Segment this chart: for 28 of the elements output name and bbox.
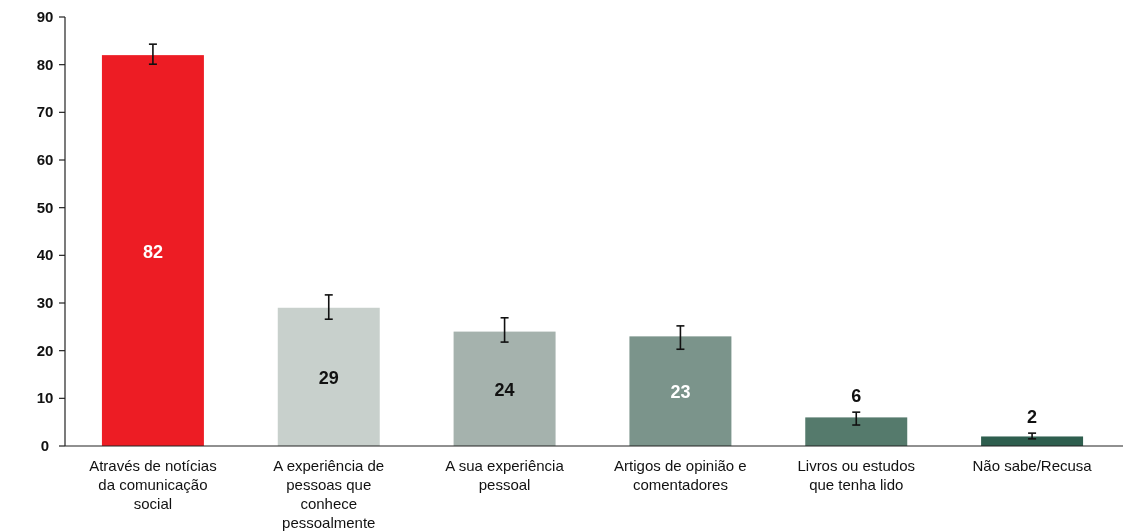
data-label: 23 <box>670 382 691 403</box>
bar <box>101 55 204 446</box>
x-tick-label: A experiência de pessoas que conhece pessoalmente <box>273 457 385 531</box>
y-tick-label: 80 <box>36 55 54 73</box>
y-tick-label: 70 <box>36 103 54 121</box>
y-tick-label: 40 <box>36 246 54 264</box>
y-tick-label: 20 <box>36 341 54 359</box>
data-label: 29 <box>318 367 339 388</box>
bar <box>453 331 556 446</box>
y-tick-label: 10 <box>36 389 54 407</box>
y-tick-label: 50 <box>36 198 54 216</box>
data-label: 82 <box>142 241 163 262</box>
bar <box>277 307 380 446</box>
x-tick-label: Livros ou estudos que tenha lido <box>797 457 916 493</box>
y-tick-label: 0 <box>40 437 50 454</box>
y-tick-label: 90 <box>36 8 54 25</box>
y-tick-label: 30 <box>36 294 54 311</box>
x-tick-label: Através de notícias da comunicação social <box>89 457 217 512</box>
data-label: 6 <box>851 386 862 407</box>
data-label: 24 <box>494 379 515 400</box>
y-tick-label: 60 <box>36 151 54 168</box>
x-tick-label: Não sabe/Recusa <box>972 457 1093 474</box>
x-tick-label: A sua experiência pessoal <box>445 457 565 493</box>
bar <box>805 417 908 446</box>
bar <box>629 336 732 446</box>
bar <box>981 436 1084 446</box>
data-label: 2 <box>1027 407 1038 428</box>
x-tick-label: Artigos de opinião e comentadores <box>614 457 747 493</box>
